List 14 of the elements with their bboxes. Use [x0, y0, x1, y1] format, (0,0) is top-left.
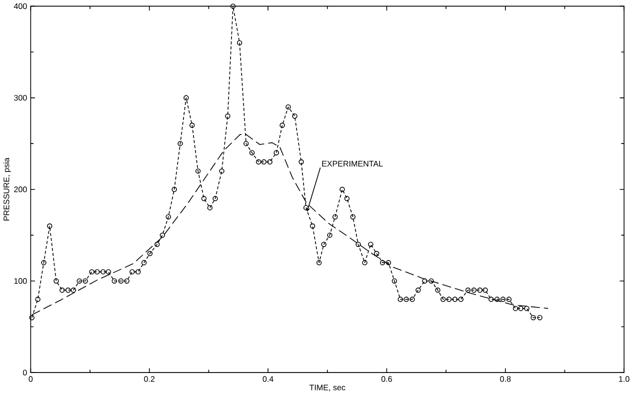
- x-axis-title: TIME, sec: [309, 384, 346, 392]
- x-tick-label: 0: [28, 376, 33, 382]
- y-tick-label: 300: [14, 95, 27, 101]
- x-tick-label: 0.6: [381, 376, 392, 382]
- y-tick-label: 0: [22, 370, 27, 376]
- x-tick-label: 0.4: [262, 376, 274, 382]
- x-tick-label: 1.0: [619, 376, 630, 382]
- x-tick-label: 0.8: [500, 376, 511, 382]
- x-tick-label: 0.2: [144, 376, 155, 382]
- y-tick-label: 400: [14, 4, 27, 10]
- y-axis-title: PRESSURE, psia: [3, 158, 11, 221]
- y-tick-label: 100: [14, 278, 27, 284]
- y-tick-label: 200: [14, 186, 27, 192]
- text: EXPERIMENTAL: [322, 161, 383, 167]
